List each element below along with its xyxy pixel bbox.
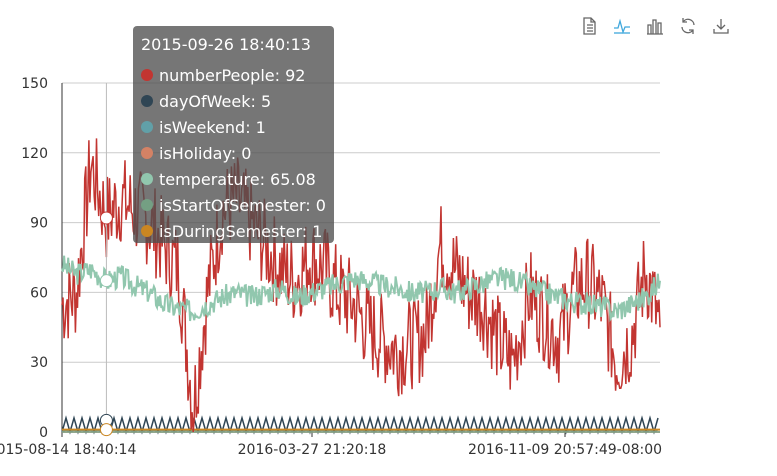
restore-icon[interactable] — [671, 12, 704, 40]
line-chart-icon[interactable] — [605, 12, 638, 40]
chart-tooltip: 2015-09-26 18:40:13 numberPeople: 92 dayO… — [133, 26, 334, 243]
tooltip-row: dayOfWeek: 5 — [141, 88, 334, 114]
temperature-series-line — [61, 255, 661, 323]
tooltip-row-label: isDuringSemester: 1 — [159, 221, 323, 241]
tooltip-row-label: numberPeople: 92 — [159, 65, 306, 85]
y-tick-label: 150 — [21, 76, 48, 92]
tooltip-title: 2015-09-26 18:40:13 — [141, 35, 311, 54]
series-marker-icon — [141, 121, 153, 133]
series-marker-icon — [141, 147, 153, 159]
tooltip-row-label: temperature: 65.08 — [159, 169, 316, 189]
series-marker-icon — [141, 69, 153, 81]
tooltip-row: temperature: 65.08 — [141, 166, 334, 192]
y-tick-label: 60 — [30, 285, 48, 301]
data-view-icon[interactable] — [572, 12, 605, 40]
tooltip-row: isStartOfSemester: 0 — [141, 192, 334, 218]
tooltip-row-label: isStartOfSemester: 0 — [159, 195, 326, 215]
y-tick-label: 90 — [30, 216, 48, 232]
tooltip-row-label: isWeekend: 1 — [159, 117, 266, 137]
series-marker-icon — [141, 173, 153, 185]
tooltip-row: isWeekend: 1 — [141, 114, 334, 140]
x-tick-label: 2015-08-14 18:40:14 — [0, 442, 136, 458]
x-tick-label: 2016-11-09 20:57:49-08:00 — [468, 442, 662, 458]
tooltip-row: isHoliday: 0 — [141, 140, 334, 166]
temperature-point — [99, 274, 113, 288]
numberPeople-point — [99, 211, 113, 225]
tooltip-row-label: dayOfWeek: 5 — [159, 91, 272, 111]
chart-toolbox — [572, 12, 737, 40]
tooltip-row: isDuringSemester: 1 — [141, 218, 334, 244]
isDuringSemester-point — [99, 423, 113, 437]
tooltip-row-label: isHoliday: 0 — [159, 143, 252, 163]
tooltip-row: numberPeople: 92 — [141, 62, 334, 88]
series-marker-icon — [141, 95, 153, 107]
series-marker-icon — [141, 225, 153, 237]
bar-chart-icon[interactable] — [638, 12, 671, 40]
y-tick-label: 120 — [21, 146, 48, 162]
y-tick-label: 0 — [39, 425, 48, 441]
series-marker-icon — [141, 199, 153, 211]
y-tick-label: 30 — [30, 355, 48, 371]
x-tick-label: 2016-03-27 21:20:18 — [238, 442, 387, 458]
download-icon[interactable] — [704, 12, 737, 40]
